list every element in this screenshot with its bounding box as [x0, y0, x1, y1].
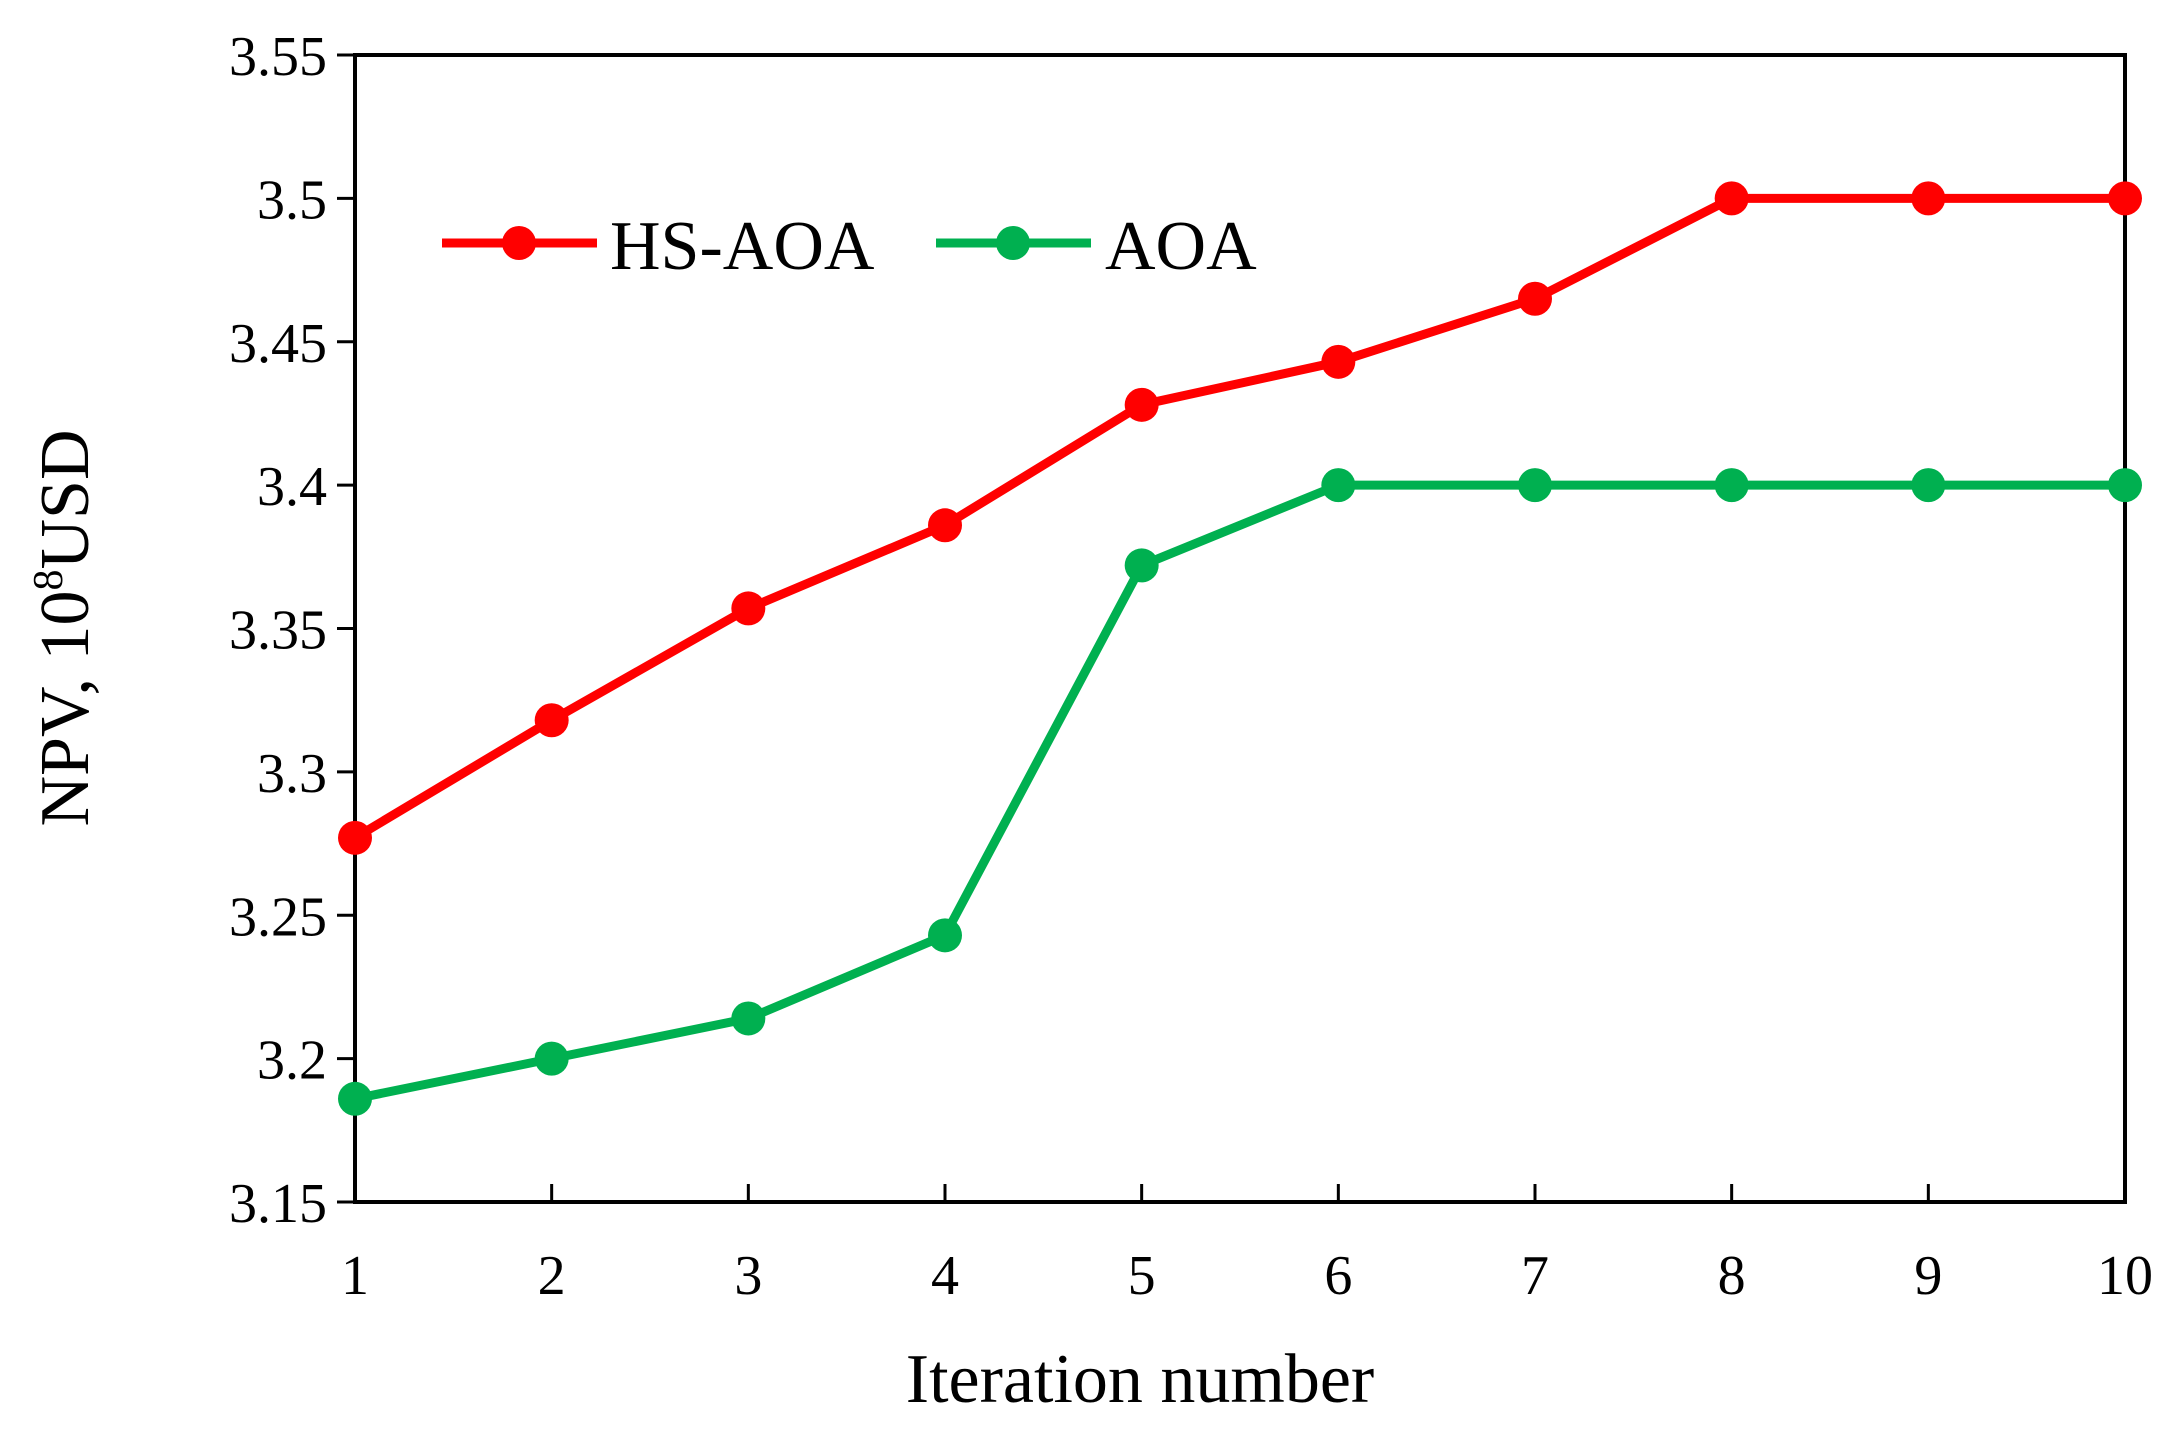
y-tick-label: 3.2	[257, 1030, 327, 1092]
data-point-hs-aoa	[1911, 181, 1946, 216]
data-point-hs-aoa	[1714, 181, 1749, 216]
x-tick-label: 6	[1324, 1245, 1352, 1307]
y-axis-ticks: 3.15 3.2 3.25 3.3 3.35 3.4 3.45 3.5 3.55	[229, 26, 355, 1235]
y-tick-label: 3.3	[257, 743, 327, 805]
data-point-hs-aoa	[928, 508, 962, 543]
data-point-aoa	[534, 1041, 569, 1076]
y-tick-label: 3.55	[229, 26, 327, 88]
y-tick-label: 3.5	[257, 169, 327, 231]
data-point-aoa	[1124, 548, 1159, 583]
y-tick-label: 3.25	[229, 886, 327, 948]
y-tick-label: 3.35	[229, 600, 327, 662]
data-point-hs-aoa	[731, 591, 766, 626]
x-tick-label: 9	[1914, 1245, 1942, 1307]
data-point-aoa	[1518, 468, 1552, 503]
legend: HS-AOA AOA	[442, 208, 1257, 285]
data-point-aoa	[1714, 468, 1749, 503]
data-point-hs-aoa	[1124, 387, 1159, 422]
data-point-hs-aoa	[2108, 181, 2142, 216]
x-tick-label: 5	[1128, 1245, 1156, 1307]
y-axis-title: NPV, 108USD	[26, 429, 104, 826]
y-tick-label: 3.45	[229, 313, 327, 375]
legend-label-hs-aoa: HS-AOA	[610, 208, 875, 285]
data-point-aoa	[731, 1001, 766, 1036]
legend-marker-hs-aoa	[502, 226, 536, 260]
y-axis-title-suffix: USD	[27, 429, 104, 569]
y-tick-label: 3.15	[229, 1173, 327, 1235]
data-point-hs-aoa	[534, 703, 569, 738]
data-point-aoa	[2108, 468, 2142, 503]
legend-label-aoa: AOA	[1105, 208, 1257, 285]
y-tick-label: 3.4	[257, 456, 327, 518]
data-point-aoa	[1911, 468, 1946, 503]
x-tick-label: 3	[734, 1245, 762, 1307]
x-axis-ticks: 1 2 3 4 5 6 7 8 9 10	[341, 1184, 2153, 1307]
series-line-aoa	[354, 480, 2125, 1104]
series-layer	[338, 181, 2142, 1116]
y-axis-title-superscript: 8	[26, 570, 72, 591]
x-tick-label: 10	[2097, 1245, 2153, 1307]
data-point-hs-aoa	[1518, 281, 1552, 316]
y-axis-title-prefix: NPV, 10	[27, 591, 104, 827]
data-point-aoa	[928, 918, 962, 953]
data-point-aoa	[338, 1081, 372, 1116]
data-point-aoa	[1321, 468, 1356, 503]
x-tick-label: 4	[931, 1245, 959, 1307]
data-point-hs-aoa	[1321, 344, 1356, 379]
x-tick-label: 7	[1521, 1245, 1549, 1307]
x-tick-label: 8	[1718, 1245, 1746, 1307]
data-point-hs-aoa	[338, 820, 372, 855]
x-tick-label: 2	[538, 1245, 566, 1307]
x-tick-label: 1	[341, 1245, 369, 1307]
x-axis-title: Iteration number	[906, 1341, 1374, 1418]
legend-marker-aoa	[996, 226, 1030, 260]
series-line-hs-aoa	[352, 193, 2125, 842]
